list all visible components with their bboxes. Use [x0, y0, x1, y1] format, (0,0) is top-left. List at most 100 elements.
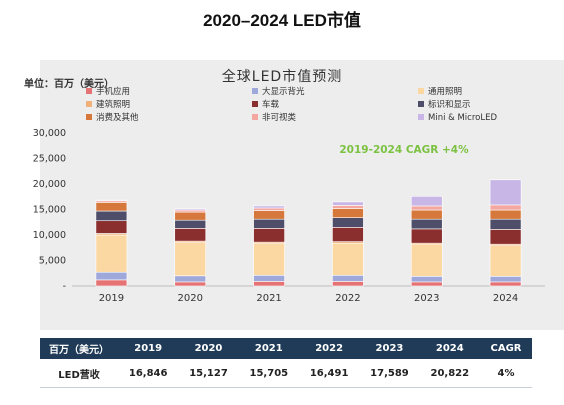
legend-swatch: [252, 101, 258, 107]
unit-label: 单位：百万（美元）: [24, 79, 114, 90]
legend-swatch: [86, 101, 92, 107]
bar-segment: [410, 209, 443, 220]
bar-segment: [174, 211, 207, 221]
x-tick-label: 2020: [178, 293, 203, 304]
table-header-cell: 2022: [315, 343, 344, 354]
page-title: 2020–2024 LED市值: [203, 11, 361, 30]
bar-segment: [174, 208, 207, 211]
legend-label: 手机应用: [96, 86, 130, 97]
bar-segment: [332, 208, 364, 218]
cagr-annotation: 2019-2024 CAGR +4%: [339, 144, 469, 156]
bar-segment: [95, 279, 128, 287]
table-cell: 16,846: [118, 359, 179, 388]
table-cell: 16,491: [298, 359, 360, 388]
bar-segment: [410, 276, 443, 283]
legend-label: 消费及其他: [96, 112, 139, 123]
bar-segment: [332, 205, 364, 209]
legend-swatch: [418, 114, 424, 120]
bar-segment: [489, 276, 522, 283]
y-tick-label: 30,000: [33, 128, 66, 139]
legend-swatch: [418, 101, 424, 107]
table-header-row: 百万（美元） 2019 2020 2021 2022 2023 2024 CAGR: [40, 338, 532, 359]
bar-segment: [95, 234, 128, 273]
bar-segment: [95, 210, 128, 222]
y-tick-label: 15,000: [33, 205, 66, 216]
bar-segment: [95, 271, 128, 281]
bar-segment: [174, 281, 207, 287]
bar-segment: [410, 218, 443, 230]
legend-label: Mini & MicroLED: [428, 113, 497, 123]
bar-segment: [174, 228, 207, 242]
legend-label: 大显示背光: [262, 86, 305, 97]
legend-swatch: [86, 88, 92, 94]
bar-segment: [174, 209, 207, 213]
bar-segment: [95, 202, 128, 212]
chart-title: 全球LED市值预测: [221, 69, 343, 85]
bar-segment: [410, 228, 443, 244]
table-header-cell: 2023: [375, 343, 404, 354]
table-header-cell: 2021: [254, 343, 283, 354]
y-tick-label: 25,000: [33, 154, 66, 165]
bar-segment: [253, 207, 285, 211]
revenue-table: 百万（美元） 2019 2020 2021 2022 2023 2024 CAGR LED营收…: [40, 338, 532, 388]
y-tick-label: 20,000: [33, 179, 66, 190]
table-header-cell: 2019: [134, 343, 163, 354]
bar-segment: [253, 228, 285, 243]
table-cell: 20,822: [419, 359, 480, 388]
bar-segment: [410, 195, 443, 207]
x-tick-label: 2022: [335, 293, 360, 304]
table-row: LED营收 16,846 15,127 15,705 16,491 17,589 20,82…: [40, 359, 532, 388]
y-tick-label: -: [63, 281, 66, 292]
bar-segment: [174, 275, 207, 283]
legend-swatch: [418, 88, 424, 94]
legend-swatch: [252, 88, 258, 94]
bar-segment: [253, 243, 285, 276]
bar-segment: [489, 209, 522, 220]
y-tick-label: 5,000: [39, 256, 66, 267]
legend-label: 标识和显示: [428, 99, 471, 110]
table-cell: 17,589: [359, 359, 420, 388]
chart-panel: [40, 60, 564, 330]
legend-swatch: [252, 114, 258, 120]
legend-label: 通用照明: [428, 86, 462, 97]
bar-segment: [332, 217, 364, 228]
bar-segment: [489, 218, 522, 230]
bar-segment: [95, 220, 128, 234]
bar-segment: [174, 242, 207, 277]
bar-segment: [174, 219, 207, 229]
legend-label: 建筑照明: [96, 99, 130, 110]
bar-segment: [332, 242, 364, 276]
table-body: LED营收 16,846 15,127 15,705 16,491 17,589 20,82…: [40, 359, 532, 388]
bar-segment: [332, 201, 364, 206]
x-tick-label: 2023: [414, 293, 439, 304]
bar-segment: [489, 281, 522, 287]
bar-segment: [332, 227, 364, 242]
bar-segment: [332, 281, 364, 287]
x-tick-label: 2019: [99, 293, 124, 304]
bar-segment: [253, 205, 285, 209]
legend-label: 非可视类: [262, 112, 297, 123]
table-header-cell: 2024: [435, 343, 464, 354]
bar-segment: [95, 199, 128, 202]
x-tick-label: 2024: [493, 293, 518, 304]
bar-segment: [489, 179, 522, 206]
table-header-cell: 2020: [194, 343, 223, 354]
x-tick-label: 2021: [256, 293, 281, 304]
table-cell: 15,705: [238, 359, 299, 388]
legend-label: 车载: [262, 99, 280, 110]
table-cell: 15,127: [178, 359, 239, 388]
table-cell: LED营收: [40, 359, 118, 388]
bar-segment: [410, 244, 443, 277]
bar-segment: [489, 204, 522, 211]
table-cell: 4%: [479, 359, 532, 388]
bar-segment: [410, 205, 443, 211]
bar-segment: [489, 229, 522, 245]
bar-segment: [253, 218, 285, 229]
bar-segment: [253, 210, 285, 220]
table-header-cell: 百万（美元）: [49, 345, 109, 356]
bar-segment: [253, 281, 285, 287]
y-tick-label: 10,000: [33, 230, 66, 241]
bar-segment: [253, 274, 285, 282]
bar-segment: [489, 245, 522, 277]
